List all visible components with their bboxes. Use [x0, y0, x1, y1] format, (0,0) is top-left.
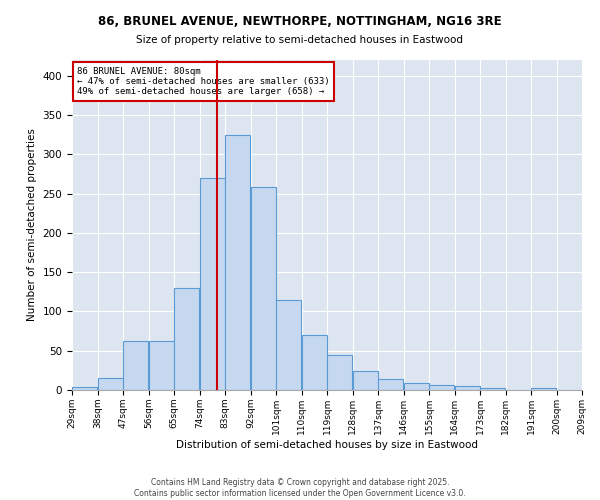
Bar — [97, 378, 123, 390]
Bar — [429, 386, 454, 390]
Bar — [251, 188, 276, 390]
Y-axis label: Number of semi-detached properties: Number of semi-detached properties — [27, 128, 37, 322]
Bar — [302, 335, 327, 390]
Bar — [480, 388, 505, 390]
Text: Size of property relative to semi-detached houses in Eastwood: Size of property relative to semi-detach… — [137, 35, 464, 45]
Bar — [327, 354, 352, 390]
Bar — [404, 383, 429, 390]
Bar — [72, 387, 97, 390]
Bar — [149, 342, 174, 390]
Bar — [276, 300, 301, 390]
Bar — [123, 342, 148, 390]
Bar — [199, 178, 225, 390]
Text: 86, BRUNEL AVENUE, NEWTHORPE, NOTTINGHAM, NG16 3RE: 86, BRUNEL AVENUE, NEWTHORPE, NOTTINGHAM… — [98, 15, 502, 28]
Bar — [353, 371, 378, 390]
X-axis label: Distribution of semi-detached houses by size in Eastwood: Distribution of semi-detached houses by … — [176, 440, 478, 450]
Bar — [225, 134, 250, 390]
Bar — [455, 386, 480, 390]
Bar — [531, 388, 556, 390]
Text: 86 BRUNEL AVENUE: 80sqm
← 47% of semi-detached houses are smaller (633)
49% of s: 86 BRUNEL AVENUE: 80sqm ← 47% of semi-de… — [77, 66, 330, 96]
Text: Contains HM Land Registry data © Crown copyright and database right 2025.
Contai: Contains HM Land Registry data © Crown c… — [134, 478, 466, 498]
Bar — [378, 379, 403, 390]
Bar — [174, 288, 199, 390]
